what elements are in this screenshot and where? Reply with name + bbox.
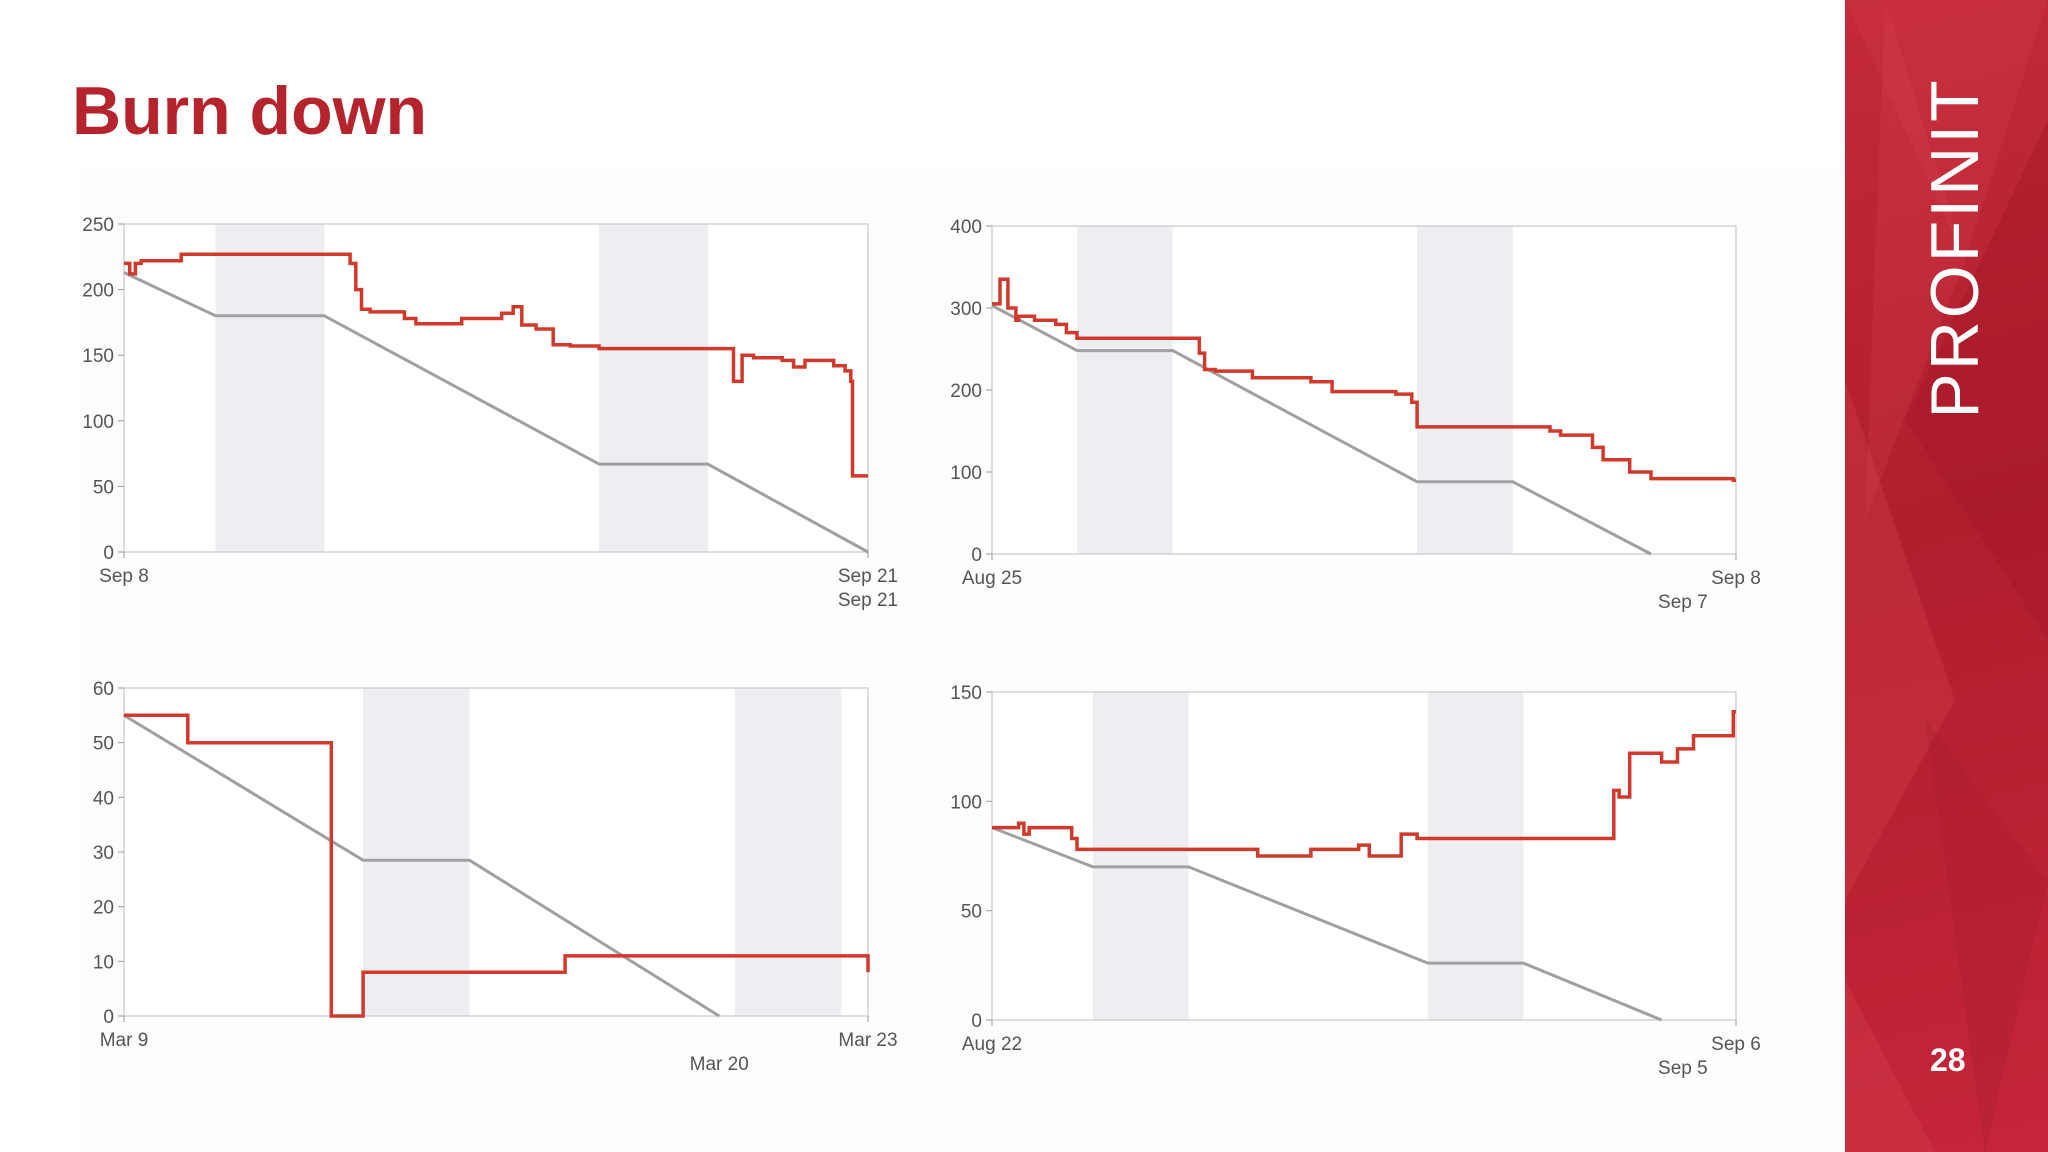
x-tick-label: Mar 9	[100, 1030, 149, 1051]
actual-line	[992, 277, 1736, 482]
y-tick-label: 200	[82, 281, 114, 302]
x-tick-label: Sep 8	[99, 566, 149, 587]
weekend-band	[1417, 226, 1513, 554]
y-tick-label: 100	[950, 792, 982, 813]
weekend-band	[599, 224, 708, 552]
weekend-band	[363, 688, 470, 1016]
weekend-band	[735, 688, 842, 1016]
actual-line	[124, 713, 870, 1018]
y-tick-label: 40	[93, 788, 114, 809]
y-tick-label: 400	[950, 217, 982, 238]
plot-frame	[123, 223, 869, 553]
y-tick-label: 30	[93, 843, 114, 864]
weekend-band	[1427, 692, 1524, 1020]
y-tick-label: 0	[971, 1011, 982, 1032]
x-tick-label: Mar 23	[838, 1030, 897, 1051]
slide-title: Burn down	[72, 73, 428, 149]
y-tick-label: 50	[961, 902, 982, 923]
y-tick-label: 50	[93, 734, 114, 755]
ideal-line	[123, 714, 720, 1018]
y-tick-label: 250	[82, 215, 114, 236]
x-tick-label: Aug 22	[962, 1034, 1022, 1055]
y-tick-label: 300	[950, 299, 982, 320]
x-tick-label: Aug 25	[962, 568, 1022, 589]
plot-frame	[991, 691, 1737, 1021]
x-tick-label: Sep 5	[1658, 1058, 1708, 1079]
x-tick-label: Sep 21	[838, 566, 898, 587]
burndown-chart-1: 0 50 100 150 200 250 Sep 8 Sep 21 Sep 21	[82, 215, 898, 611]
y-tick-label: 60	[93, 679, 114, 700]
brand-panel	[1845, 0, 2048, 1152]
y-tick-label: 200	[950, 381, 982, 402]
burndown-chart-3: 0 10 20 30 40 50 60 Mar 9 Mar 23 Mar 20	[93, 679, 898, 1075]
ideal-line	[123, 271, 869, 554]
y-tick-label: 100	[82, 412, 114, 433]
y-tick-label: 0	[103, 1007, 114, 1028]
ideal-line	[991, 304, 1652, 556]
y-tick-label: 0	[103, 543, 114, 564]
y-tick-label: 20	[93, 898, 114, 919]
x-tick-label: Mar 20	[690, 1054, 749, 1075]
x-tick-label: Sep 7	[1658, 592, 1708, 613]
y-tick-label: 150	[82, 346, 114, 367]
actual-line	[124, 252, 868, 478]
x-tick-label: Sep 8	[1711, 568, 1761, 589]
weekend-band	[1077, 226, 1173, 554]
brand-logo: PROFINIT	[1917, 77, 1993, 419]
y-tick-label: 50	[93, 477, 114, 498]
x-tick-label: Sep 21	[838, 590, 898, 611]
weekend-band	[215, 224, 325, 552]
y-tick-label: 10	[93, 952, 114, 973]
weekend-band	[1092, 692, 1189, 1020]
page-number: 28	[1930, 1042, 1966, 1078]
brand-panel-facets	[1845, 0, 2048, 1152]
actual-line	[992, 709, 1736, 858]
y-tick-label: 150	[950, 683, 982, 704]
ideal-line	[991, 826, 1663, 1022]
x-tick-label: Sep 6	[1711, 1034, 1761, 1055]
y-tick-label: 100	[950, 463, 982, 484]
y-tick-label: 0	[971, 545, 982, 566]
